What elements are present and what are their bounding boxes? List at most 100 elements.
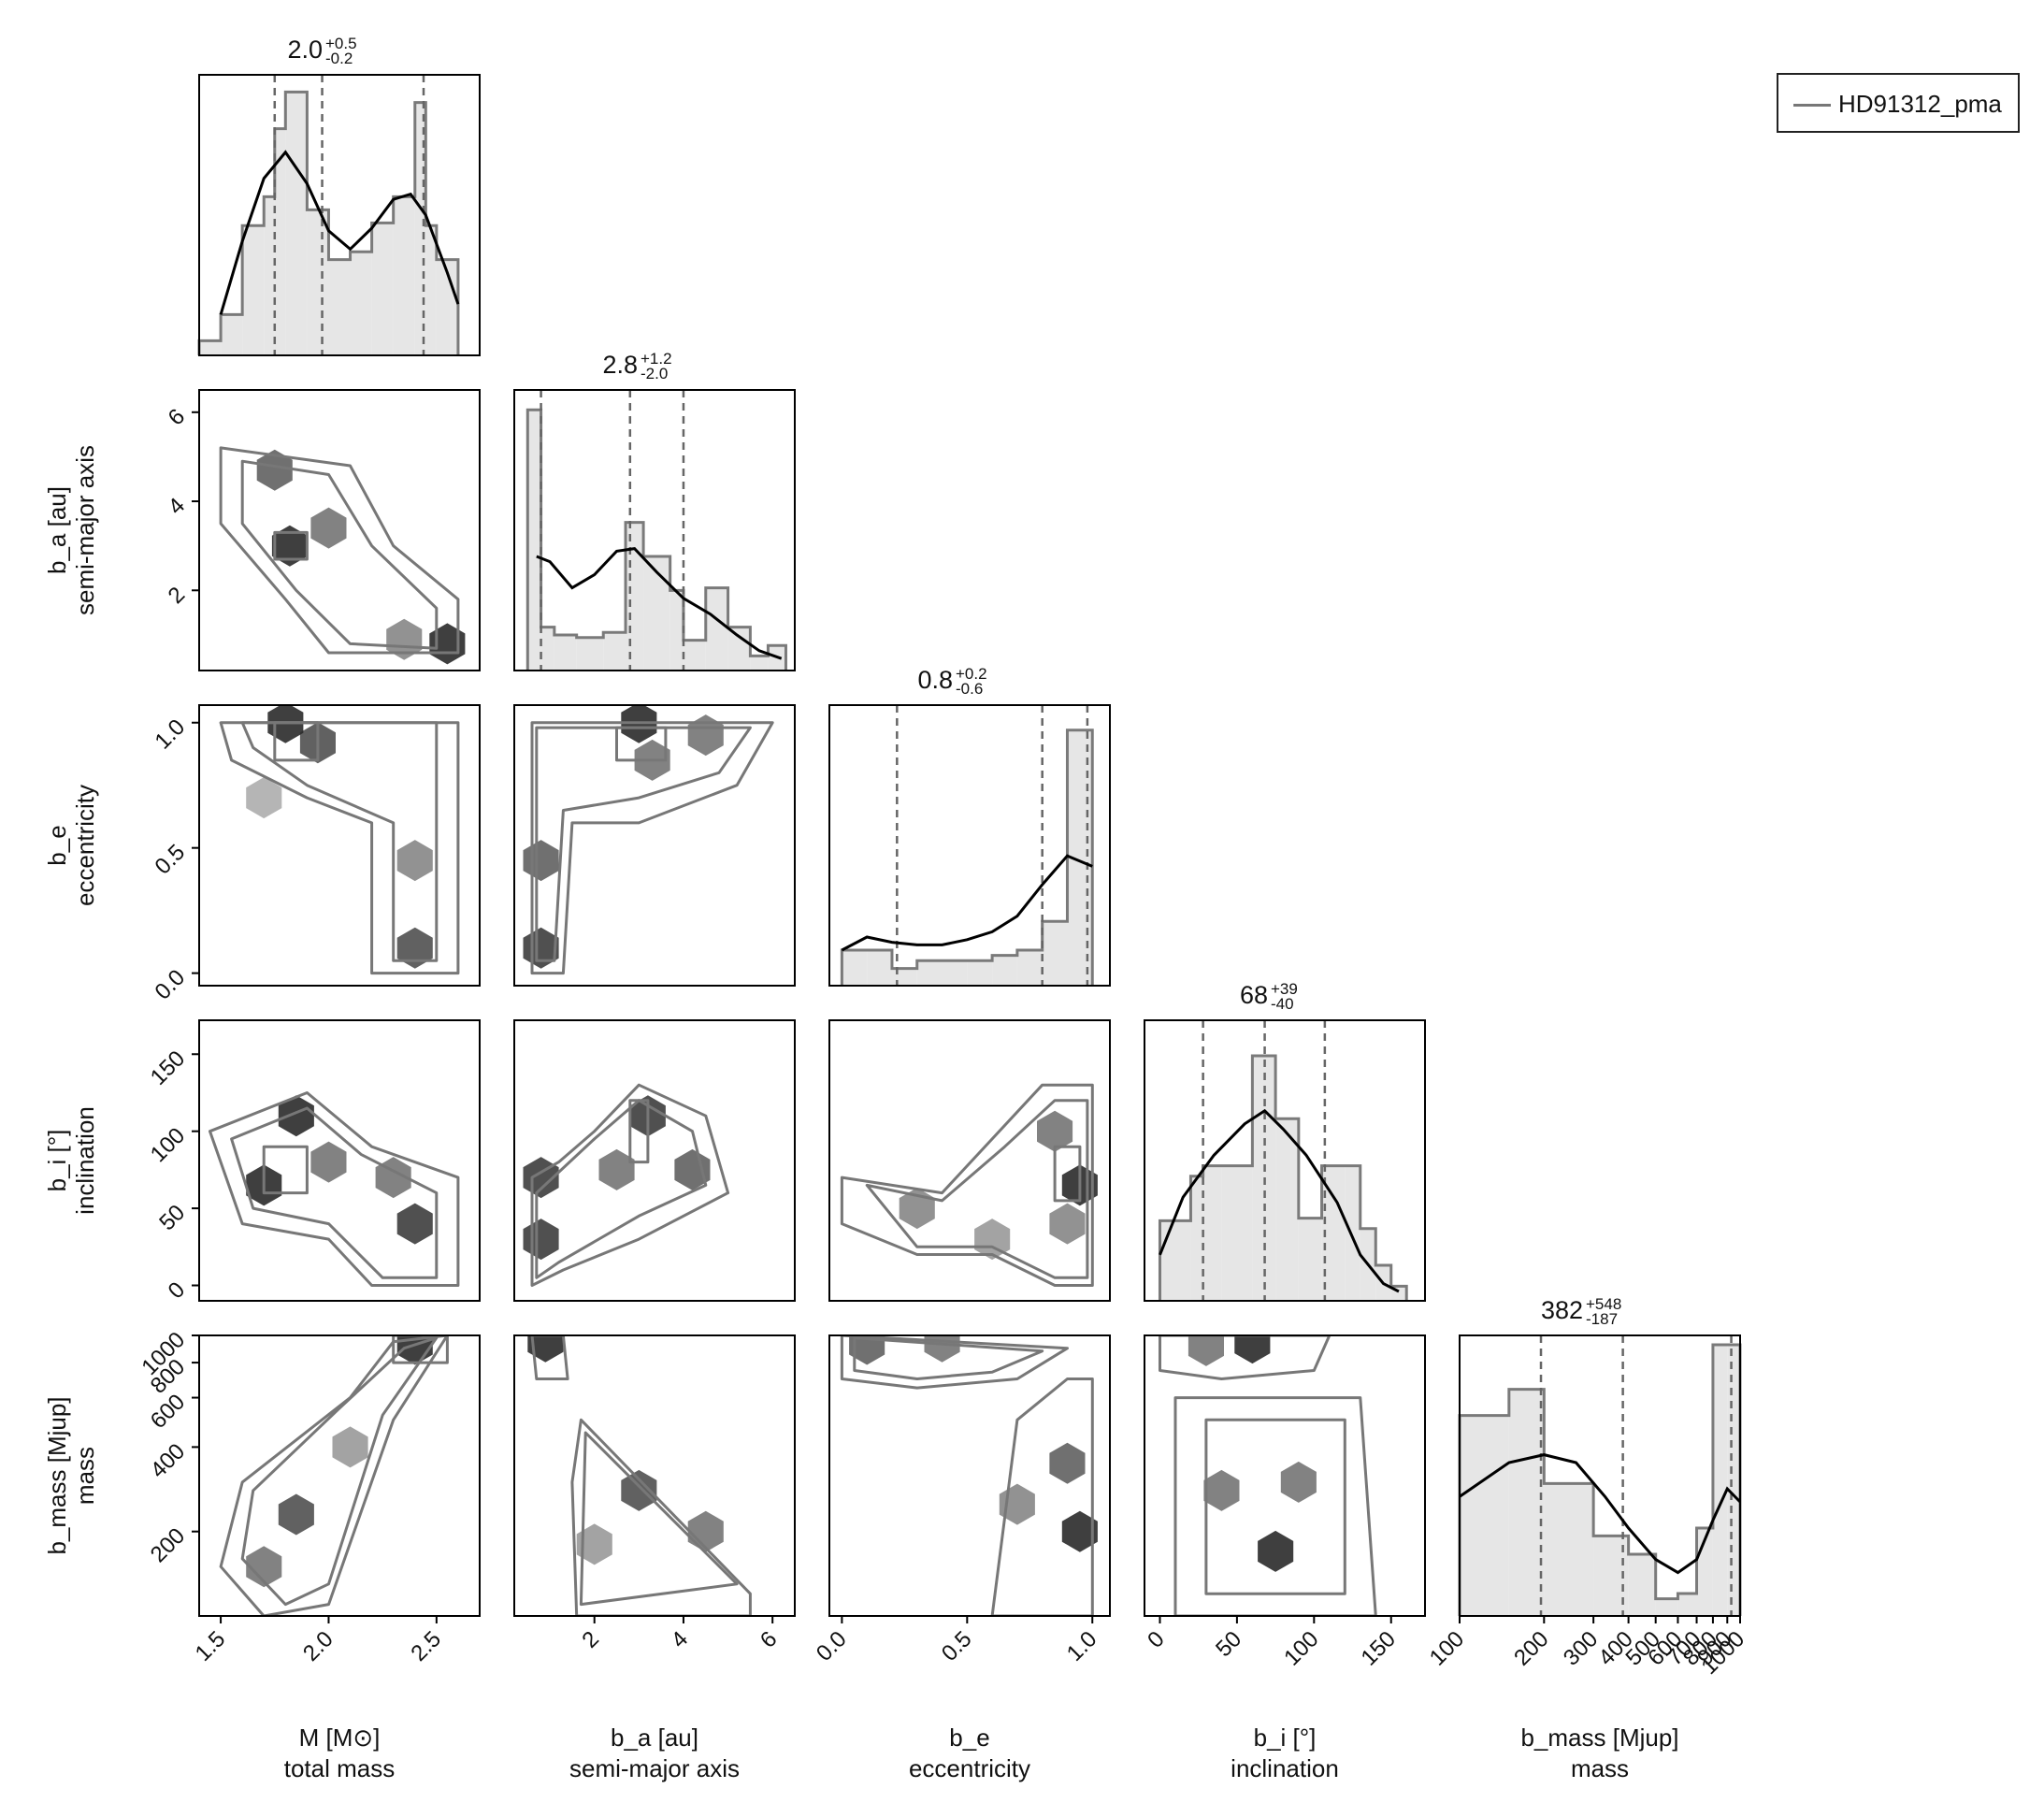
histogram-bar bbox=[1298, 1218, 1322, 1301]
histogram-bar bbox=[1655, 1598, 1678, 1616]
y-tick-label: 200 bbox=[146, 1523, 190, 1567]
hexbin-cell bbox=[246, 1546, 282, 1588]
histogram-bar bbox=[683, 640, 706, 671]
histogram-bar bbox=[576, 637, 604, 671]
density-contour bbox=[1204, 1418, 1346, 1595]
hexbin-cell bbox=[1258, 1530, 1294, 1572]
panel-2d-b_mass-vs-b_i bbox=[1144, 1334, 1426, 1617]
x-axis-description: mass bbox=[1571, 1754, 1629, 1782]
x-tick-label: 300 bbox=[1559, 1626, 1603, 1670]
panel-content bbox=[1159, 1335, 1377, 1616]
histogram-step-line bbox=[1458, 1343, 1742, 1616]
density-contour bbox=[1159, 1335, 1331, 1380]
kde-curve bbox=[841, 854, 1093, 952]
y-tick-label: 100 bbox=[146, 1123, 190, 1167]
y-axis-label: b_i [°] bbox=[43, 1130, 71, 1192]
density-contour bbox=[530, 721, 774, 975]
panel-2d-b_a-vs-M bbox=[198, 389, 481, 671]
x-tick-label: 200 bbox=[1509, 1626, 1553, 1670]
density-contour bbox=[240, 721, 439, 962]
panel-content bbox=[209, 1091, 460, 1287]
y-tick-label: 4 bbox=[164, 493, 191, 520]
density-contour bbox=[570, 1418, 752, 1616]
panel-frame bbox=[828, 704, 1111, 987]
y-tick-label: 600 bbox=[146, 1390, 190, 1434]
summary-plus: +548 bbox=[1586, 1295, 1621, 1313]
histogram-bar bbox=[1275, 1118, 1299, 1301]
histogram-bar bbox=[1727, 1345, 1740, 1616]
summary-plus: +0.2 bbox=[956, 665, 987, 683]
hexbin-cell bbox=[1049, 1203, 1086, 1245]
density-contour bbox=[209, 1091, 460, 1287]
hexbin-cell bbox=[849, 1335, 885, 1365]
panel-frame bbox=[198, 1019, 481, 1302]
y-tick-label: 6 bbox=[164, 404, 191, 431]
summary-minus: -187 bbox=[1586, 1310, 1618, 1328]
histogram-bar bbox=[350, 252, 372, 355]
hexbin-cell bbox=[332, 1426, 368, 1468]
panel-2d-b_i-vs-b_a bbox=[513, 1019, 796, 1302]
panel-2d-b_e-vs-M bbox=[198, 704, 481, 987]
hexbin-cell bbox=[267, 705, 304, 743]
hexbin-cell bbox=[310, 1141, 347, 1183]
x-tick-label: 0.5 bbox=[937, 1626, 977, 1666]
histogram-bar bbox=[328, 259, 351, 355]
panel-frame bbox=[1459, 1334, 1741, 1617]
histogram-bar bbox=[274, 128, 286, 355]
x-tick-label: 100 bbox=[1279, 1626, 1323, 1670]
y-axis-description: inclination bbox=[71, 1106, 99, 1215]
x-axis-description: semi-major axis bbox=[569, 1754, 740, 1782]
histogram-bar bbox=[540, 627, 554, 671]
histogram-bar bbox=[1628, 1554, 1656, 1616]
hexbin-cell bbox=[1049, 1442, 1086, 1484]
y-axis-label: b_mass [Mjup] bbox=[43, 1396, 71, 1554]
y-tick-label: 50 bbox=[154, 1200, 190, 1235]
hexbin-cell bbox=[1234, 1335, 1271, 1364]
y-tick-label: 0.5 bbox=[151, 840, 191, 880]
y-tick-label: 400 bbox=[146, 1439, 190, 1483]
hexbin-cell bbox=[674, 1148, 711, 1190]
density-contour bbox=[840, 1335, 1069, 1390]
hexbin-cell bbox=[1061, 1510, 1098, 1552]
histogram-bar bbox=[891, 968, 917, 986]
histogram-bar bbox=[307, 209, 329, 355]
histogram-bar bbox=[1677, 1594, 1697, 1616]
histogram-bar bbox=[727, 627, 751, 671]
hexbin-cell bbox=[576, 1523, 612, 1565]
density-contour bbox=[273, 530, 309, 561]
x-tick-label: 50 bbox=[1211, 1626, 1246, 1662]
x-tick-label: 0 bbox=[1143, 1626, 1170, 1653]
panel-content bbox=[840, 1335, 1098, 1616]
summary-plus: +39 bbox=[1271, 980, 1298, 998]
panel-content bbox=[527, 1335, 752, 1616]
legend: HD91312_pma bbox=[1777, 73, 2020, 133]
histogram-bar bbox=[1202, 1165, 1222, 1301]
x-axis-label: b_i [°] bbox=[1254, 1724, 1317, 1752]
density-contour bbox=[530, 1083, 730, 1287]
panel-2d-b_i-vs-M bbox=[198, 1019, 481, 1302]
panel-frame bbox=[198, 389, 481, 671]
hexbin-cell bbox=[621, 705, 657, 743]
hexbin-cell bbox=[1037, 1110, 1073, 1152]
kde-curve bbox=[536, 547, 783, 660]
histogram-bar bbox=[942, 960, 968, 986]
panel-frame bbox=[828, 1334, 1111, 1617]
density-contour bbox=[579, 1431, 739, 1607]
x-tick-label: 150 bbox=[1357, 1626, 1401, 1670]
histogram-bar bbox=[1221, 1165, 1253, 1301]
y-tick-label: 150 bbox=[146, 1046, 190, 1089]
y-tick-label: 2 bbox=[164, 582, 191, 609]
density-contour bbox=[219, 446, 460, 655]
histogram-bar bbox=[242, 225, 265, 355]
hexbin-cell bbox=[310, 507, 347, 549]
x-tick-label: 100 bbox=[1425, 1626, 1469, 1670]
x-tick-label: 2.0 bbox=[298, 1626, 338, 1666]
histogram-bar bbox=[669, 590, 684, 671]
histogram-bar bbox=[750, 656, 769, 671]
hexbin-cell bbox=[523, 1219, 559, 1261]
histogram-bar bbox=[1460, 1415, 1509, 1616]
density-contour bbox=[273, 721, 320, 762]
density-contour bbox=[530, 1335, 569, 1380]
density-contour bbox=[240, 459, 439, 650]
hexbin-cell bbox=[621, 1469, 657, 1511]
